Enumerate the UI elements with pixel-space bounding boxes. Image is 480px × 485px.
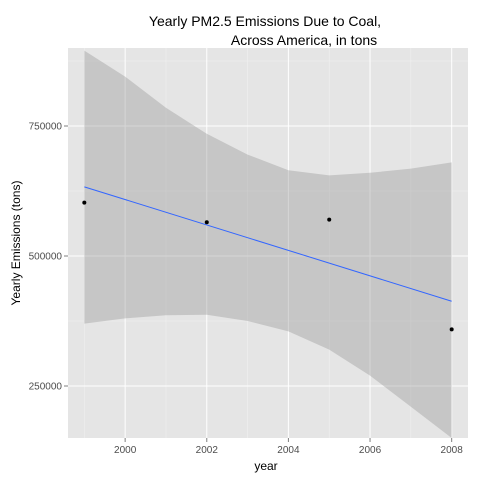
grid-lines bbox=[68, 48, 468, 438]
data-point bbox=[204, 220, 209, 225]
x-tick-label: 2004 bbox=[277, 445, 300, 456]
y-tick-label: 250000 bbox=[29, 382, 63, 393]
data-point bbox=[449, 327, 454, 332]
y-axis-title: Yearly Emissions (tons) bbox=[9, 181, 23, 306]
plot-panel bbox=[68, 48, 468, 438]
data-points bbox=[82, 200, 454, 332]
x-tick-label: 2006 bbox=[359, 445, 382, 456]
regression-line bbox=[84, 186, 452, 302]
data-point bbox=[327, 217, 332, 222]
x-axis-title: year bbox=[254, 459, 277, 473]
chart-title-line-2: Across America, in tons bbox=[231, 32, 377, 48]
y-tick-label: 750000 bbox=[29, 122, 63, 133]
x-tick-label: 2002 bbox=[196, 445, 219, 456]
x-tick-label: 2000 bbox=[114, 445, 137, 456]
y-tick-label: 500000 bbox=[29, 252, 63, 263]
y-axis: 250000 500000 750000 bbox=[29, 122, 68, 393]
data-point bbox=[82, 200, 87, 205]
chart-title-line-1: Yearly PM2.5 Emissions Due to Coal, bbox=[149, 13, 381, 29]
x-tick-label: 2008 bbox=[441, 445, 464, 456]
x-axis: 2000 2002 2004 2006 2008 bbox=[114, 438, 463, 456]
